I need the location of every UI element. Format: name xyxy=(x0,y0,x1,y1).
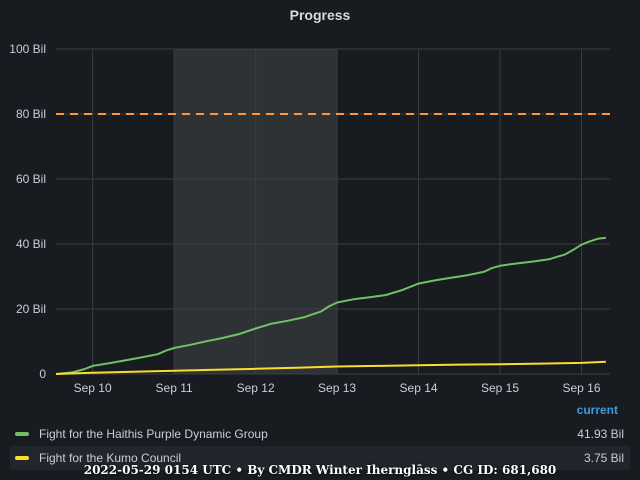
legend-swatch-kumo xyxy=(15,456,29,460)
y-tick-label: 40 Bil xyxy=(16,237,46,251)
x-tick-label: Sep 12 xyxy=(237,381,275,395)
legend-value-haithis: 41.93 Bil xyxy=(577,427,624,441)
legend-value-kumo: 3.75 Bil xyxy=(583,451,624,465)
y-tick-label: 0 xyxy=(39,367,46,381)
series-line-1 xyxy=(55,360,606,375)
x-tick-label: Sep 10 xyxy=(74,381,112,395)
legend-label-kumo: Fight for the Kumo Council xyxy=(39,451,182,465)
footer-caption: 2022-05-29 0154 UTC • By CMDR Winter Ihe… xyxy=(83,463,557,477)
chart-title: Progress xyxy=(289,7,351,23)
legend-item-haithis[interactable]: Fight for the Haithis Purple Dynamic Gro… xyxy=(10,422,630,446)
x-tick-label: Sep 15 xyxy=(481,381,519,395)
plot-area: 0 20 Bil 40 Bil 60 Bil 80 Bil 100 Bil Sep 10 S… xyxy=(9,42,610,395)
x-tick-label: Sep 13 xyxy=(318,381,356,395)
y-tick-label: 80 Bil xyxy=(16,107,46,121)
x-tick-label: Sep 14 xyxy=(400,381,438,395)
y-tick-label: 60 Bil xyxy=(16,172,46,186)
x-tick-label: Sep 16 xyxy=(562,381,600,395)
series-line-0 xyxy=(55,236,607,375)
legend-label-haithis: Fight for the Haithis Purple Dynamic Gro… xyxy=(39,427,268,441)
y-tick-label: 20 Bil xyxy=(16,302,46,316)
x-tick-label: Sep 11 xyxy=(156,381,193,395)
legend-item-kumo[interactable]: Fight for the Kumo Council 3.75 Bil xyxy=(10,446,630,470)
legend-header-current[interactable]: current xyxy=(576,403,618,417)
legend-swatch-haithis xyxy=(15,432,29,436)
y-tick-label: 100 Bil xyxy=(9,42,46,56)
